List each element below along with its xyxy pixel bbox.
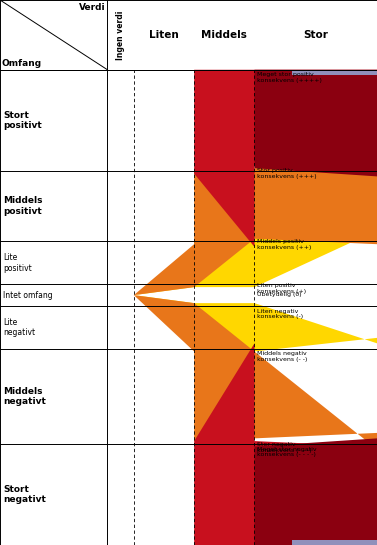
Text: Liten: Liten (149, 30, 179, 40)
Text: Middels
negativt: Middels negativt (3, 386, 46, 406)
Text: Liten negativ
konsekvens (-): Liten negativ konsekvens (-) (257, 308, 303, 319)
Polygon shape (292, 540, 377, 545)
Text: Middels
positivt: Middels positivt (3, 197, 43, 216)
Text: Omfang: Omfang (2, 59, 42, 68)
Text: Meget stor negativ
konsekvens (- - - -): Meget stor negativ konsekvens (- - - -) (257, 446, 317, 457)
Text: Lite
negativt: Lite negativt (3, 318, 35, 337)
Text: Middels: Middels (201, 30, 247, 40)
Polygon shape (134, 160, 377, 295)
Text: Stort
negativt: Stort negativt (3, 485, 46, 504)
Polygon shape (194, 295, 377, 545)
Polygon shape (134, 295, 377, 449)
Polygon shape (134, 177, 377, 295)
Text: Meget stor positiv
konsekvens (++++): Meget stor positiv konsekvens (++++) (257, 72, 322, 83)
Text: Stort
positivt: Stort positivt (3, 111, 42, 130)
Polygon shape (254, 70, 377, 295)
Polygon shape (254, 295, 377, 545)
Text: Intet omfang: Intet omfang (3, 290, 53, 300)
Text: Stor negativ
konsekvens (- - -): Stor negativ konsekvens (- - -) (257, 442, 312, 453)
Text: Lite
positivt: Lite positivt (3, 253, 32, 272)
Text: Verdi: Verdi (79, 3, 106, 12)
Polygon shape (292, 70, 377, 75)
Text: Stor positiv
konsekvens (+++): Stor positiv konsekvens (+++) (257, 168, 317, 179)
Text: Ubetydelig (0): Ubetydelig (0) (257, 292, 302, 298)
Text: Middels negativ
konsekvens (- -): Middels negativ konsekvens (- -) (257, 352, 308, 362)
Bar (107, 70, 377, 545)
Text: Ingen verdi: Ingen verdi (116, 10, 125, 59)
Text: Middels positiv
konsekvens (++): Middels positiv konsekvens (++) (257, 239, 312, 250)
Text: Stor: Stor (303, 30, 328, 40)
Text: Liten positiv
konsekvens (+): Liten positiv konsekvens (+) (257, 283, 307, 294)
Polygon shape (194, 70, 377, 295)
Polygon shape (134, 295, 377, 352)
